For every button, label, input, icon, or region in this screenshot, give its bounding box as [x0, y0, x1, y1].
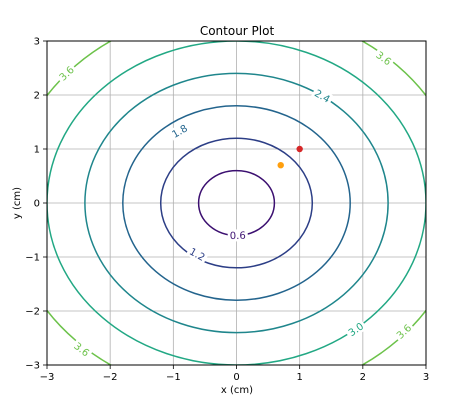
x-tick-label: 1	[296, 372, 302, 383]
contour-label-gap	[310, 85, 335, 107]
y-tick-label: 1	[34, 145, 40, 156]
axis-ticks: −3 −2 −1 0 1 2 3 −3 −2 −1 0 1 2 3	[25, 37, 429, 384]
contour-label-group: 0.6	[227, 229, 248, 242]
scatter-points	[277, 145, 303, 169]
contour-level-2.4	[84, 72, 389, 334]
y-tick-label: 0	[34, 199, 40, 210]
y-axis-label: y (cm)	[12, 187, 23, 219]
y-tick-label: −1	[25, 253, 40, 264]
chart-title: Contour Plot	[200, 24, 275, 38]
y-tick-label: 3	[34, 37, 40, 48]
x-axis-label: x (cm)	[221, 385, 253, 396]
contour-level-1.2	[159, 137, 314, 269]
x-tick-label: −1	[166, 372, 181, 383]
x-tick-label: −2	[103, 372, 118, 383]
x-tick-label: −3	[40, 372, 55, 383]
y-tick-label: 2	[34, 91, 40, 102]
contour-lines: 0.61.21.82.43.03.63.63.63.6	[47, 41, 426, 365]
x-tick-label: 2	[360, 372, 366, 383]
contour-label-gap	[392, 320, 416, 343]
data-point	[277, 162, 284, 169]
contour-label-gap	[55, 62, 78, 85]
contour-label-gap	[227, 229, 248, 242]
contour-label: 0.6	[230, 231, 246, 242]
x-tick-label: 0	[233, 372, 239, 383]
data-point	[296, 145, 303, 153]
contour-label-gap	[70, 338, 94, 361]
contour-label-gap	[372, 47, 396, 70]
contour-level-1.8	[122, 105, 351, 301]
contour-label-gap	[185, 244, 209, 265]
contour-label-gap	[344, 318, 368, 340]
contour-label-gap	[167, 120, 192, 142]
x-tick-label: 3	[423, 372, 429, 383]
y-tick-label: −2	[25, 307, 40, 318]
y-tick-label: −3	[25, 361, 40, 372]
